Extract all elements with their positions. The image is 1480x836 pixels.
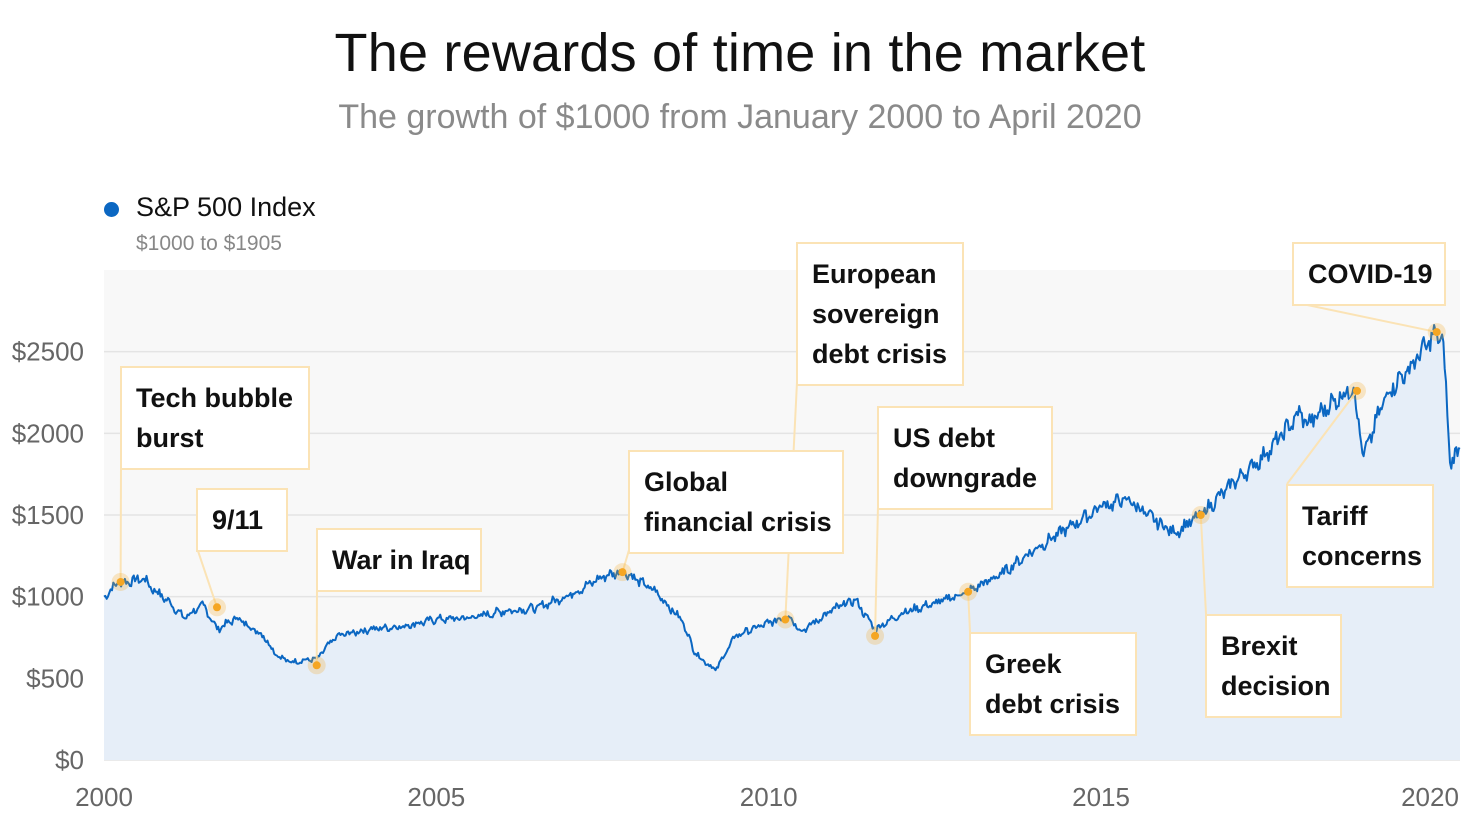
annotation-connector — [1286, 390, 1358, 485]
y-tick-label: $1000 — [12, 582, 84, 612]
annotation-line: War in Iraq — [332, 545, 471, 575]
annotation-dot — [1432, 328, 1441, 337]
annotation-box: War in Iraq — [316, 528, 482, 592]
annotation-line: decision — [1221, 671, 1331, 701]
annotation-box: Global financial crisis — [628, 450, 844, 554]
annotation-connector — [874, 505, 879, 636]
annotation-connector — [1292, 301, 1437, 334]
annotation-box: Brexit decision — [1205, 614, 1342, 718]
annotation-line: debt crisis — [985, 689, 1121, 719]
annotation-line: debt crisis — [812, 339, 948, 369]
annotation-box: 9/11 — [196, 488, 288, 552]
x-tick-label: 2010 — [740, 782, 798, 812]
annotation-connectors — [119, 301, 1437, 666]
y-tick-label: $500 — [26, 663, 84, 693]
annotation-dot — [964, 587, 973, 596]
annotation-dot — [116, 577, 125, 586]
annotation-box: Tech bubble burst — [120, 366, 310, 470]
annotation-dot — [213, 603, 221, 612]
annotation-dot — [871, 631, 880, 640]
y-tick-label: $2500 — [12, 337, 84, 367]
annotation-connector — [196, 547, 218, 608]
annotation-dot — [312, 661, 321, 670]
annotation-line: Tariff — [1302, 501, 1368, 531]
annotation-line: sovereign — [812, 299, 940, 329]
y-tick-label: $1500 — [12, 500, 84, 530]
annotation-line: downgrade — [893, 463, 1038, 493]
annotation-line: Tech bubble — [136, 383, 294, 413]
annotation-line: 9/11 — [212, 505, 264, 535]
annotation-dot — [781, 615, 790, 624]
annotation-line: concerns — [1302, 541, 1423, 571]
chart-subtitle: The growth of $1000 from January 2000 to… — [338, 98, 1142, 136]
annotation-line: US debt — [893, 423, 996, 453]
chart-title: The rewards of time in the market — [334, 23, 1146, 83]
annotation-line: burst — [136, 423, 204, 453]
annotation-line: European — [812, 259, 937, 289]
annotation-box: European sovereign debt crisis — [796, 242, 964, 386]
x-tick-label: 2015 — [1072, 782, 1130, 812]
annotation-box: COVID-19 — [1292, 242, 1446, 306]
annotation-box: Tariff concerns — [1286, 484, 1434, 588]
y-tick-label: $2000 — [12, 418, 84, 448]
y-tick-label: $0 — [55, 745, 84, 775]
legend-label: S&P 500 Index — [136, 192, 316, 222]
y-axis-ticks: $0 $500 $1000 $1500 $2000 $2500 — [12, 337, 84, 775]
annotation-line: Brexit — [1221, 631, 1298, 661]
annotation-line: Global — [644, 467, 729, 497]
annotation-line: COVID-19 — [1308, 259, 1433, 289]
annotation-box: US debt downgrade — [877, 406, 1053, 510]
annotation-line: financial crisis — [644, 507, 832, 537]
legend-dot-icon — [104, 202, 119, 217]
x-tick-label: 2020 — [1401, 782, 1459, 812]
annotation-box: Greek debt crisis — [969, 632, 1137, 736]
annotation-connector — [1199, 514, 1207, 615]
x-axis-ticks: 2000 2005 2010 2015 2020 — [75, 782, 1459, 812]
annotation-dot — [618, 568, 627, 577]
legend-range: $1000 to $1905 — [136, 232, 282, 255]
annotation-markers — [111, 323, 1446, 675]
x-tick-label: 2000 — [75, 782, 133, 812]
annotation-dot — [1196, 511, 1205, 519]
x-tick-label: 2005 — [407, 782, 465, 812]
annotation-line: Greek — [985, 649, 1062, 679]
annotation-dot — [1352, 386, 1361, 395]
annotation-connector — [967, 591, 971, 633]
